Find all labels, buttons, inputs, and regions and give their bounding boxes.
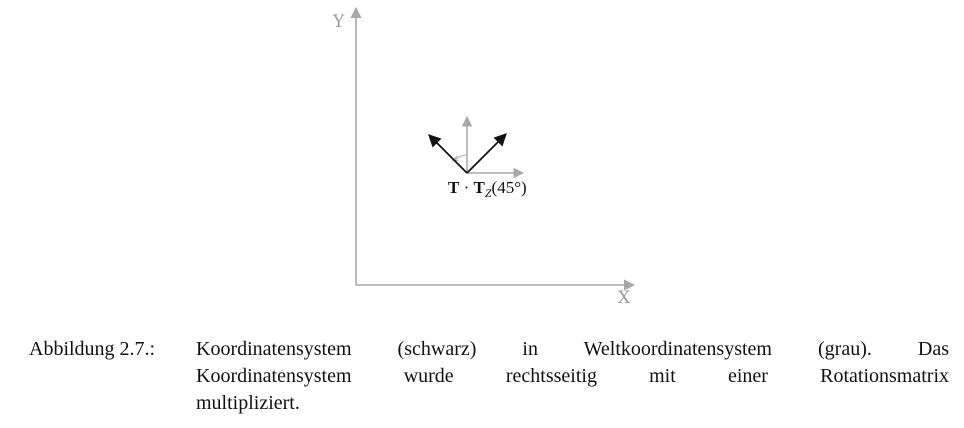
transform-label: T · TZ(45°) bbox=[448, 178, 527, 201]
diagram-canvas bbox=[350, 6, 636, 291]
local-x-arrow bbox=[466, 133, 507, 174]
caption-body: Koordinatensystem (schwarz) in Weltkoord… bbox=[196, 336, 949, 417]
transform-matrix-symbol: T bbox=[448, 178, 460, 197]
rotation-arc-arrowhead bbox=[451, 155, 460, 162]
caption-line: Koordinatensystem (schwarz) in Weltkoord… bbox=[196, 338, 949, 360]
local-y-arrow bbox=[428, 134, 468, 174]
rotation-matrix-symbol: T bbox=[473, 178, 485, 197]
multiply-dot: · bbox=[459, 178, 474, 197]
x-axis-label: X bbox=[618, 288, 631, 308]
rotation-axis-subscript: Z bbox=[484, 186, 492, 200]
caption-line: multipliziert. bbox=[196, 392, 300, 414]
caption-line: Koordinatensystem wurde rechtsseitig mit… bbox=[196, 365, 949, 387]
y-axis-label: Y bbox=[333, 12, 345, 32]
rotation-angle: (45°) bbox=[491, 178, 527, 197]
caption-prefix: Abbildung 2.7.: bbox=[29, 338, 156, 360]
coordinate-diagram: Y X T · TZ(45°) bbox=[333, 6, 636, 308]
